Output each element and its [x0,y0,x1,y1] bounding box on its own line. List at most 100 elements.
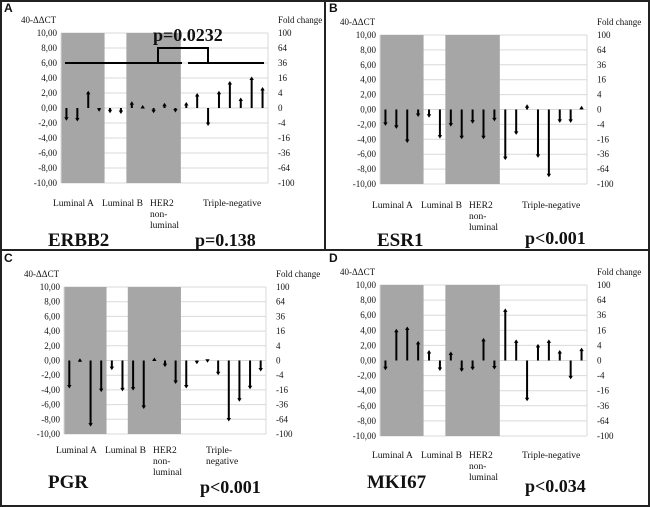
right-tick-label: 36 [278,58,288,68]
group-label: Luminal A [56,446,97,456]
right-tick-label: -16 [276,385,288,395]
value-arrowhead [260,87,265,91]
value-arrowhead [194,360,200,365]
left-tick-label: 4,00 [360,325,376,335]
value-arrowhead [88,423,93,427]
value-arrowhead [470,120,475,124]
group-label: Luminal A [53,199,94,209]
value-arrowhead [405,326,410,331]
value-arrowhead [546,339,552,343]
left-tick-label: 0,00 [44,356,60,366]
left-tick-label: -10,00 [34,178,58,188]
value-arrowhead [513,339,519,343]
left-axis-title: 40-ΔΔCT [340,17,376,27]
gene-title: ERBB2 [48,230,109,251]
value-arrowhead [415,340,421,345]
group-label: Luminal B [421,201,462,211]
group-shade-0 [64,287,107,434]
group-label: Luminal B [102,199,143,209]
value-arrowhead [151,109,156,114]
left-tick-label: -4,00 [357,134,376,144]
value-arrowhead [470,366,475,371]
left-tick-label: -4,00 [41,385,60,395]
value-arrowhead [394,328,399,333]
group-label: luminal [150,221,179,231]
left-tick-label: 8,00 [360,295,376,305]
value-arrowhead [405,139,410,144]
value-arrowhead [568,375,573,380]
group-label: HER2 [150,199,174,209]
right-tick-label: -100 [597,431,614,441]
value-arrowhead [173,109,178,113]
group-label: non- [153,457,170,467]
value-arrowhead [503,156,508,161]
value-arrowhead [459,135,464,140]
group-label: non- [150,210,167,220]
left-tick-label: 4,00 [41,73,57,83]
right-tick-label: -4 [278,118,286,128]
value-arrowhead [481,135,486,140]
value-arrowhead [141,405,146,410]
value-arrowhead [524,104,530,108]
left-axis-title: 40-ΔΔCT [340,267,376,277]
left-tick-label: 6,00 [360,60,376,70]
left-tick-label: -6,00 [38,148,57,158]
left-tick-label: 8,00 [360,45,376,55]
value-arrowhead [513,131,519,135]
p-value: p=0.138 [195,230,256,250]
panel-letter: B [329,1,338,15]
right-tick-label: 4 [276,341,281,351]
value-arrowhead [162,102,167,107]
value-arrowhead [503,308,508,312]
left-tick-label: 4,00 [44,326,60,336]
panel-c: C 10,00 100 8,00 64 6,00 36 4,00 16 2,00 4 0,00 0 -2,… [4,251,320,497]
right-axis-title: Fold change [597,267,641,277]
value-arrowhead [86,90,91,95]
left-tick-label: 8,00 [44,297,60,307]
left-tick-label: 2,00 [44,341,60,351]
value-arrowhead [215,371,221,376]
group-label: Triple-negative [522,451,580,461]
value-arrowhead [535,343,541,348]
value-arrowhead [448,123,454,127]
left-tick-label: 10,00 [37,28,58,38]
value-arrowhead [152,357,157,362]
right-tick-label: 16 [597,325,607,335]
right-tick-label: 64 [276,297,286,307]
value-arrowhead [118,110,124,114]
right-tick-label: 16 [597,75,607,85]
right-tick-label: -36 [278,148,290,158]
gene-title: MKI67 [367,472,427,493]
value-arrowhead [226,418,231,422]
left-tick-label: -10,00 [353,179,377,189]
value-arrowhead [492,117,497,122]
group-label: luminal [153,468,182,478]
right-tick-label: -4 [597,371,605,381]
right-tick-label: 36 [597,310,607,320]
left-tick-label: -2,00 [357,119,376,129]
left-tick-label: -6,00 [41,400,60,410]
group-label: HER2 [469,451,493,461]
value-arrowhead [459,368,464,372]
group-shade-0 [61,33,105,183]
left-tick-label: 0,00 [360,356,376,366]
right-tick-label: 100 [597,280,611,290]
right-tick-label: -36 [597,149,609,159]
value-arrowhead [75,118,80,122]
right-tick-label: -100 [278,178,295,188]
panel-letter: A [4,1,13,15]
gene-title: ESR1 [377,230,423,251]
value-arrowhead [184,102,189,106]
value-arrowhead [184,384,189,389]
bracket-p-value: p=0.0232 [153,25,223,45]
left-tick-label: 0,00 [41,103,57,113]
value-arrowhead [481,337,486,342]
right-tick-label: 16 [278,73,288,83]
value-arrowhead [205,359,210,363]
left-tick-label: -10,00 [353,431,377,441]
right-tick-label: 64 [278,43,288,53]
value-arrowhead [227,81,233,85]
right-tick-label: 0 [276,356,281,366]
value-arrowhead [383,366,388,371]
